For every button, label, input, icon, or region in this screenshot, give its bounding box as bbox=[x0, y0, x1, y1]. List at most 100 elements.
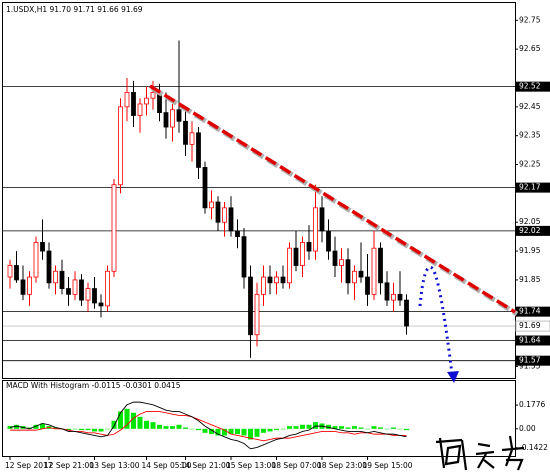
histogram-bar bbox=[358, 427, 364, 429]
histogram-bar bbox=[248, 428, 253, 440]
histogram-bar bbox=[300, 424, 305, 429]
y-tick-label: 92.05 bbox=[519, 217, 541, 226]
macd-line bbox=[9, 401, 407, 450]
candle-body bbox=[313, 207, 318, 252]
macd-title: MACD With Histogram -0.0115 -0.0301 0.04… bbox=[6, 381, 181, 390]
macd-panel bbox=[2, 380, 516, 457]
histogram-bar bbox=[183, 427, 188, 429]
histogram-bar bbox=[228, 428, 234, 435]
candle-body bbox=[241, 236, 247, 278]
histogram-bar bbox=[79, 428, 84, 431]
candle-body bbox=[339, 259, 344, 266]
level-box bbox=[516, 81, 550, 92]
histogram-bar bbox=[215, 428, 221, 436]
histogram-bar bbox=[326, 424, 331, 429]
histogram-bar bbox=[72, 428, 78, 430]
x-tick-label: 14 Sep 21:00 bbox=[181, 461, 231, 470]
candle-body bbox=[235, 230, 240, 238]
candle-body bbox=[358, 270, 364, 278]
candle-body bbox=[267, 276, 273, 284]
candle-body bbox=[98, 302, 104, 307]
level-box bbox=[516, 306, 550, 317]
y-tick-label: 91.85 bbox=[519, 275, 541, 284]
level-label: 91.64 bbox=[519, 336, 541, 345]
candle-body bbox=[209, 201, 214, 209]
histogram-bar bbox=[371, 426, 377, 429]
level-box bbox=[516, 335, 550, 346]
histogram-bar bbox=[111, 420, 117, 429]
histogram-bar bbox=[397, 428, 403, 430]
candle-body bbox=[404, 299, 409, 327]
histogram-bar bbox=[306, 424, 312, 429]
y-tick-label: 92.25 bbox=[519, 160, 541, 169]
candle-body bbox=[66, 288, 71, 295]
candle-body bbox=[248, 276, 253, 336]
histogram-bar bbox=[105, 428, 110, 430]
candle-body bbox=[371, 247, 377, 295]
candle-body bbox=[150, 92, 156, 99]
candle-body bbox=[189, 132, 195, 145]
histogram-bar bbox=[196, 428, 201, 431]
histogram-bar bbox=[384, 428, 390, 430]
histogram-bar bbox=[33, 424, 39, 429]
level-box bbox=[516, 225, 550, 236]
chart-title: 1.USDX,H1 91.70 91.71 91.66 91.69 bbox=[6, 5, 143, 14]
histogram-bar bbox=[365, 428, 370, 430]
candle-body bbox=[27, 276, 32, 295]
y-tick-label: -0.1422 bbox=[519, 443, 548, 452]
candle-body bbox=[215, 201, 221, 223]
current-price-label: 91.69 bbox=[519, 321, 541, 330]
histogram-bar bbox=[339, 426, 344, 429]
candle-body bbox=[196, 132, 201, 168]
candle-body bbox=[397, 293, 403, 301]
candle-body bbox=[14, 265, 19, 281]
histogram-bar bbox=[202, 428, 208, 433]
histogram-bar bbox=[144, 420, 149, 429]
candle-body bbox=[92, 288, 97, 304]
arrow-head bbox=[447, 371, 459, 383]
candle-body bbox=[319, 207, 325, 232]
candle-body bbox=[170, 109, 175, 128]
histogram-bar bbox=[14, 424, 19, 429]
histogram-bar bbox=[267, 428, 273, 432]
histogram-bar bbox=[332, 426, 338, 429]
candle-body bbox=[59, 270, 65, 289]
candle-body bbox=[144, 97, 149, 105]
y-tick-label: 91.95 bbox=[519, 246, 541, 255]
x-tick-label: 18 Sep 07:00 bbox=[272, 461, 322, 470]
candle-body bbox=[352, 270, 357, 284]
level-label: 92.02 bbox=[519, 226, 541, 235]
candle-body bbox=[222, 207, 227, 223]
y-tick-label: 92.75 bbox=[519, 15, 541, 24]
current-price-box bbox=[515, 320, 550, 332]
candle-body bbox=[176, 109, 182, 122]
x-tick-label: 15 Sep 13:00 bbox=[226, 461, 276, 470]
histogram-bar bbox=[98, 428, 104, 432]
histogram-bar bbox=[280, 428, 286, 430]
candle-body bbox=[105, 270, 110, 307]
histogram-bar bbox=[287, 426, 292, 429]
histogram-bar bbox=[40, 423, 45, 429]
y-tick-label: 92.65 bbox=[519, 44, 541, 53]
candle-body bbox=[261, 276, 266, 295]
level-box bbox=[516, 355, 550, 366]
level-label: 92.52 bbox=[519, 82, 541, 91]
histogram-bar bbox=[163, 426, 169, 429]
level-box bbox=[516, 182, 550, 193]
candle-body bbox=[300, 242, 305, 266]
histogram-bar bbox=[261, 428, 266, 433]
histogram-bar bbox=[92, 428, 97, 432]
histogram-bar bbox=[222, 428, 227, 436]
level-label: 91.74 bbox=[519, 307, 541, 316]
candle-body bbox=[46, 250, 52, 284]
histogram-bar bbox=[124, 408, 130, 429]
histogram-bar bbox=[66, 428, 71, 431]
histogram-bar bbox=[137, 416, 143, 429]
candle-body bbox=[326, 230, 331, 252]
candle-body bbox=[378, 247, 383, 284]
candle-body bbox=[202, 167, 208, 209]
histogram-bar bbox=[170, 426, 175, 429]
candle-body bbox=[72, 279, 78, 295]
